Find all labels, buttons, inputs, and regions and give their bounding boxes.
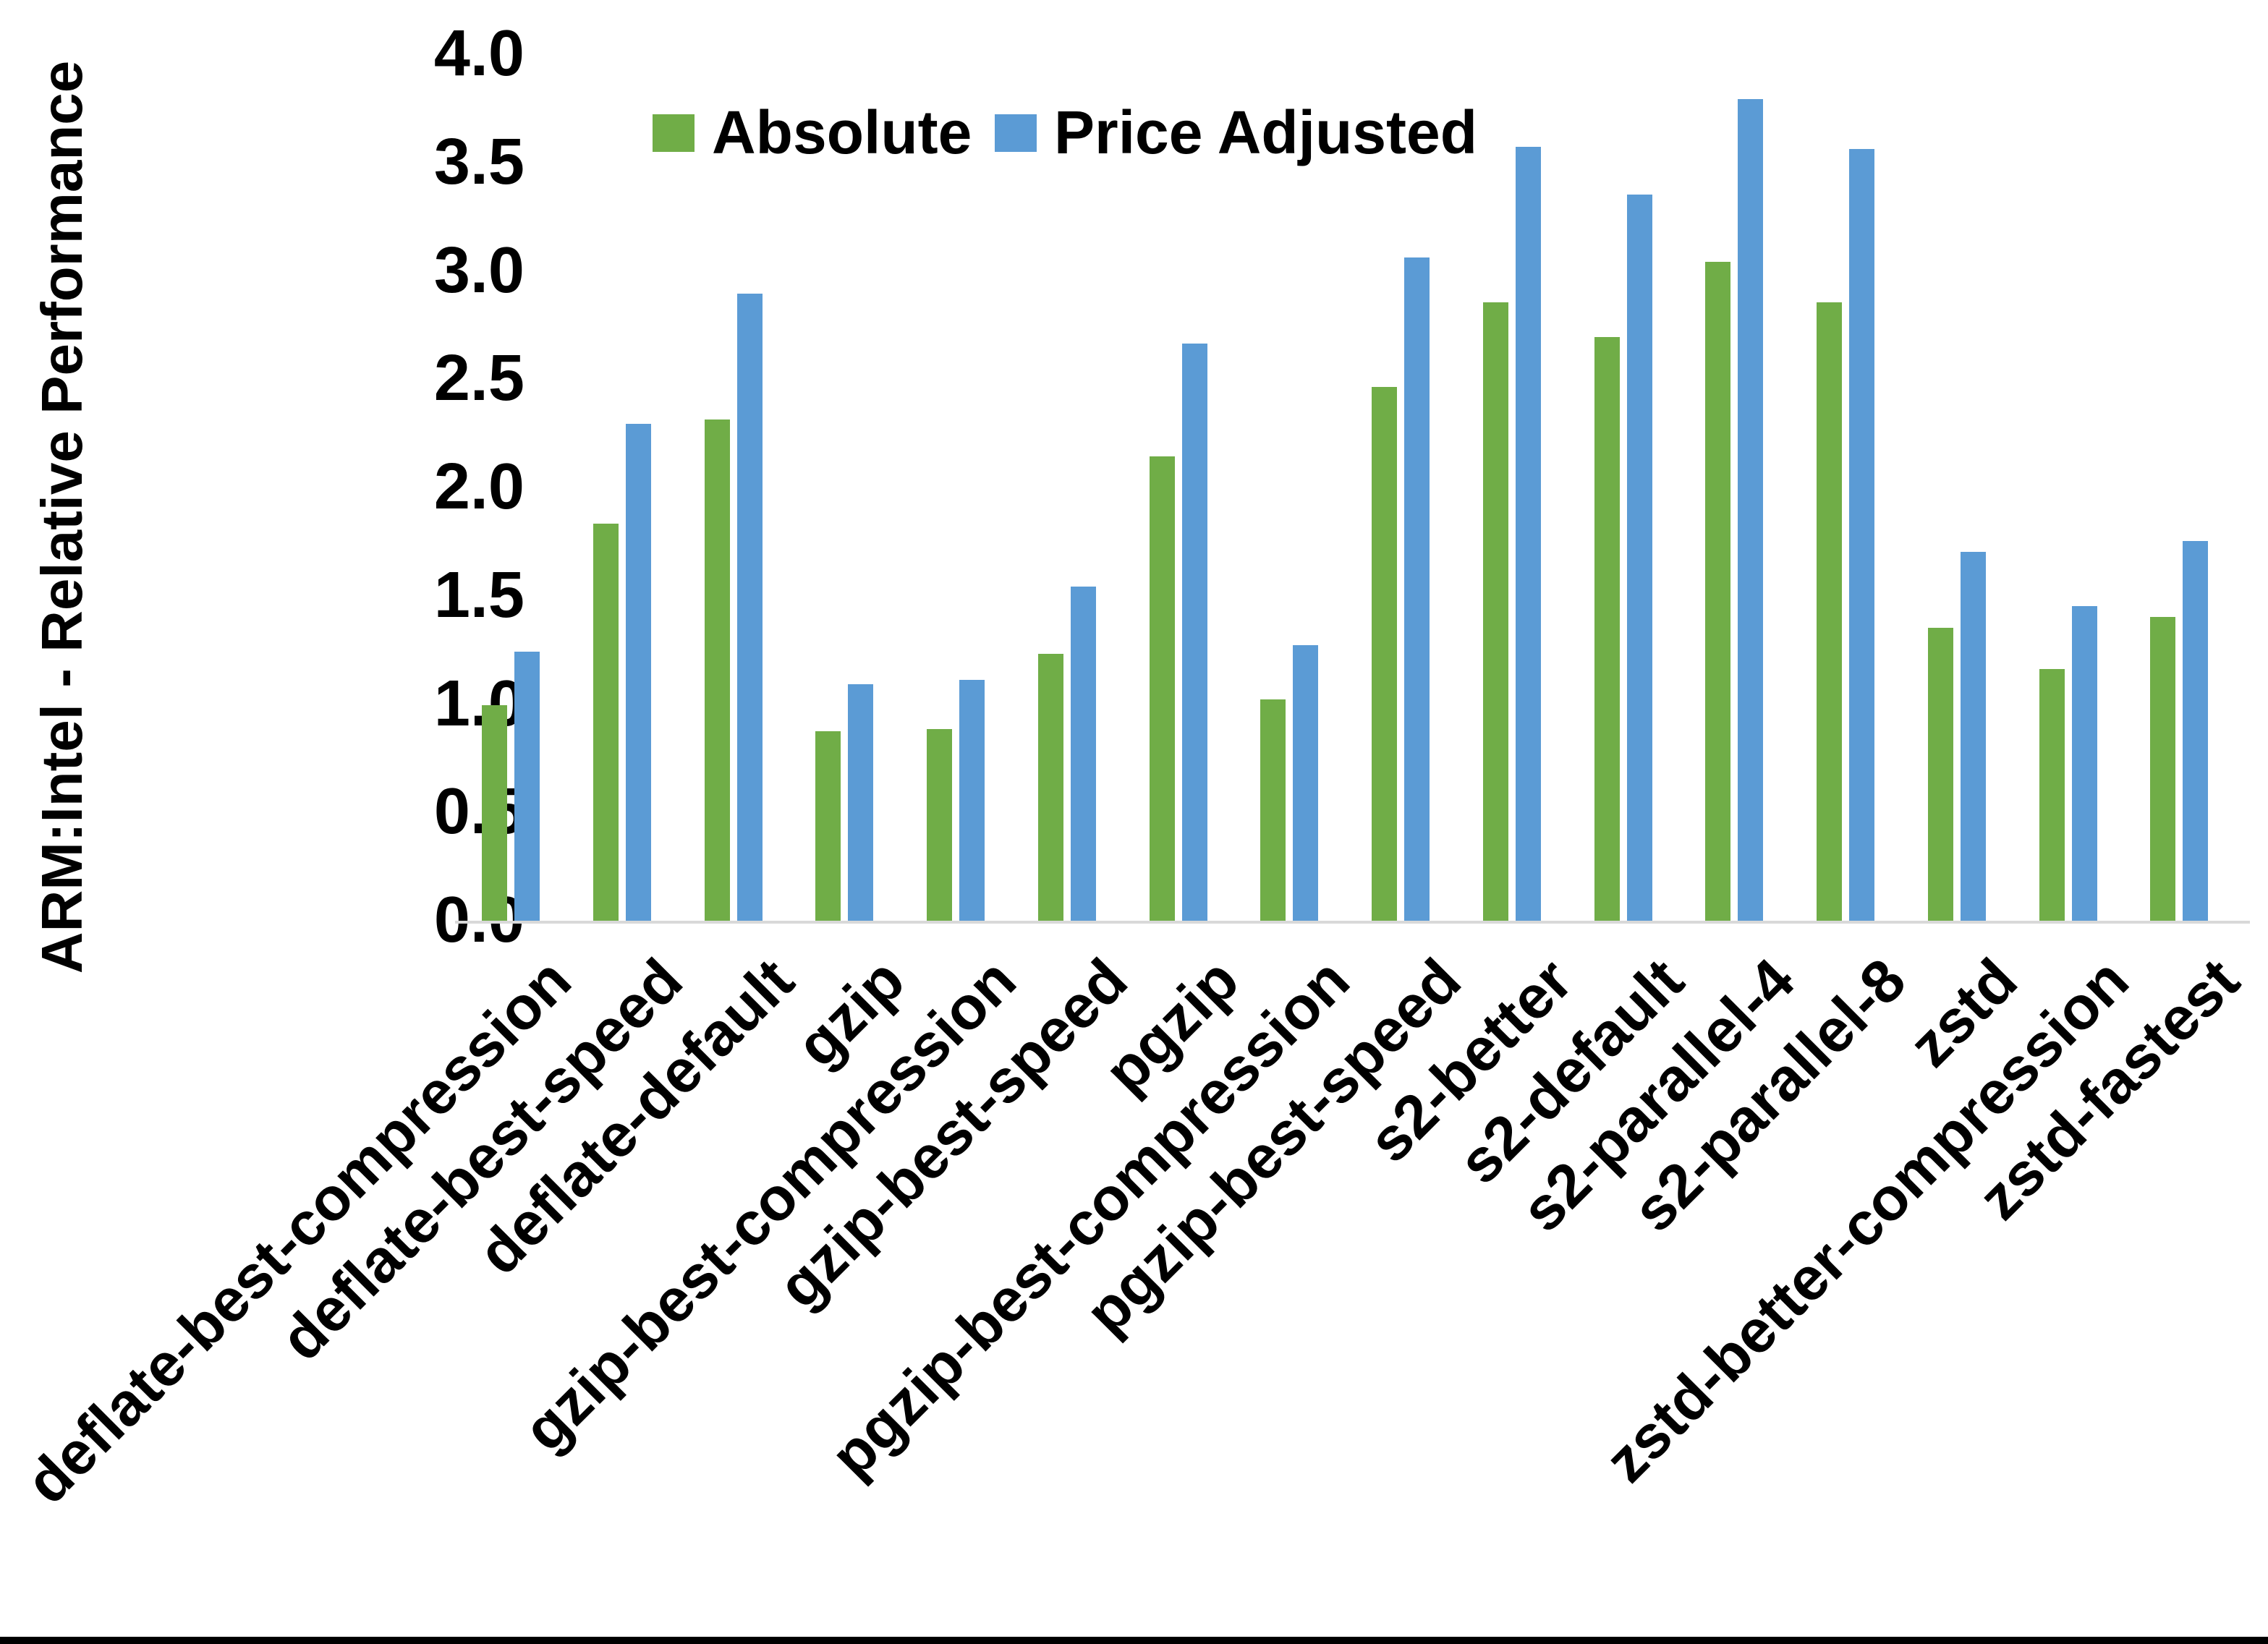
bar-price-adjusted-zstd-better-compression [2071, 606, 2097, 922]
bar-absolute-deflate-default [704, 419, 730, 922]
bar-absolute-zstd [1927, 628, 1953, 922]
bar-absolute-pgzip-best-compression [1260, 699, 1286, 922]
bar-price-adjusted-zstd [1960, 552, 1986, 922]
legend-item-price-adjusted: Price Adjusted [995, 98, 1477, 168]
bar-absolute-s2-better [1482, 302, 1508, 922]
bar-price-adjusted-gzip [848, 684, 874, 922]
y-tick-label: 4.0 [433, 17, 524, 90]
y-tick-label: 3.0 [433, 234, 524, 307]
y-tick-label: 0.5 [433, 775, 524, 848]
y-tick-label: 3.5 [433, 125, 524, 198]
legend-label-absolute: Absolute [712, 98, 972, 166]
bar-absolute-s2-parallel-8 [1817, 302, 1842, 922]
bar-price-adjusted-deflate-default [736, 294, 763, 922]
legend-label-price-adjusted: Price Adjusted [1054, 98, 1478, 166]
bar-price-adjusted-s2-default [1626, 195, 1652, 922]
bar-absolute-pgzip [1149, 456, 1175, 922]
bar-price-adjusted-s2-parallel-8 [1849, 149, 1874, 922]
bar-absolute-deflate-best-speed [593, 524, 619, 922]
bar-price-adjusted-s2-better [1515, 147, 1541, 922]
bar-absolute-zstd-better-compression [2039, 669, 2065, 922]
bar-absolute-deflate-best-compression [482, 705, 507, 922]
bar-price-adjusted-s2-parallel-4 [1738, 99, 1764, 922]
y-tick-label: 2.0 [433, 451, 524, 523]
legend-item-absolute: Absolute [653, 98, 972, 168]
bar-price-adjusted-pgzip [1181, 344, 1207, 922]
bar-absolute-gzip [815, 731, 841, 922]
bar-price-adjusted-gzip-best-compression [959, 680, 985, 922]
bar-price-adjusted-zstd-fastest [2183, 541, 2209, 922]
bar-price-adjusted-deflate-best-speed [625, 424, 651, 922]
bar-absolute-pgzip-best-speed [1372, 387, 1397, 922]
y-tick-label: 1.5 [433, 558, 524, 631]
bar-price-adjusted-pgzip-best-speed [1404, 257, 1430, 922]
x-axis-line [455, 921, 2250, 924]
y-tick-label: 2.5 [433, 342, 524, 415]
bar-price-adjusted-pgzip-best-compression [1293, 645, 1319, 922]
bar-price-adjusted-deflate-best-compression [514, 652, 540, 922]
bar-price-adjusted-gzip-best-speed [1070, 587, 1096, 922]
bar-absolute-gzip-best-speed [1037, 654, 1063, 922]
bar-absolute-zstd-fastest [2150, 617, 2176, 922]
y-axis-title: ARM:Intel - Relative Performance [30, 60, 94, 974]
y-tick-label: 1.0 [433, 667, 524, 740]
bar-absolute-gzip-best-compression [927, 729, 952, 922]
y-tick-label: 0.0 [433, 884, 524, 956]
bottom-edge-bar [0, 1637, 2268, 1644]
bar-absolute-s2-parallel-4 [1705, 262, 1731, 922]
legend-swatch-price-adjusted [995, 114, 1037, 152]
bar-absolute-s2-default [1594, 337, 1620, 922]
legend-swatch-absolute [653, 114, 695, 152]
